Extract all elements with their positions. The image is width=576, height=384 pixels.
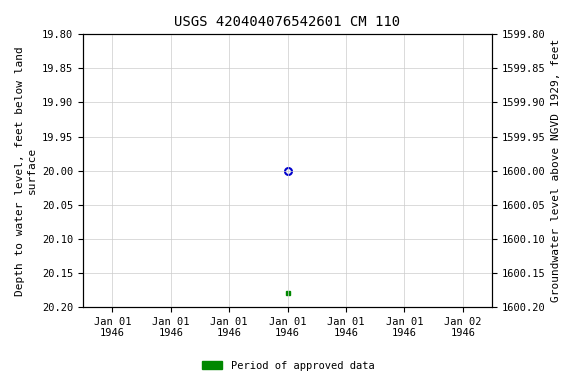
Y-axis label: Depth to water level, feet below land
surface: Depth to water level, feet below land su… — [15, 46, 37, 296]
Y-axis label: Groundwater level above NGVD 1929, feet: Groundwater level above NGVD 1929, feet — [551, 39, 561, 302]
Title: USGS 420404076542601 CM 110: USGS 420404076542601 CM 110 — [175, 15, 401, 29]
Legend: Period of approved data: Period of approved data — [198, 357, 378, 375]
